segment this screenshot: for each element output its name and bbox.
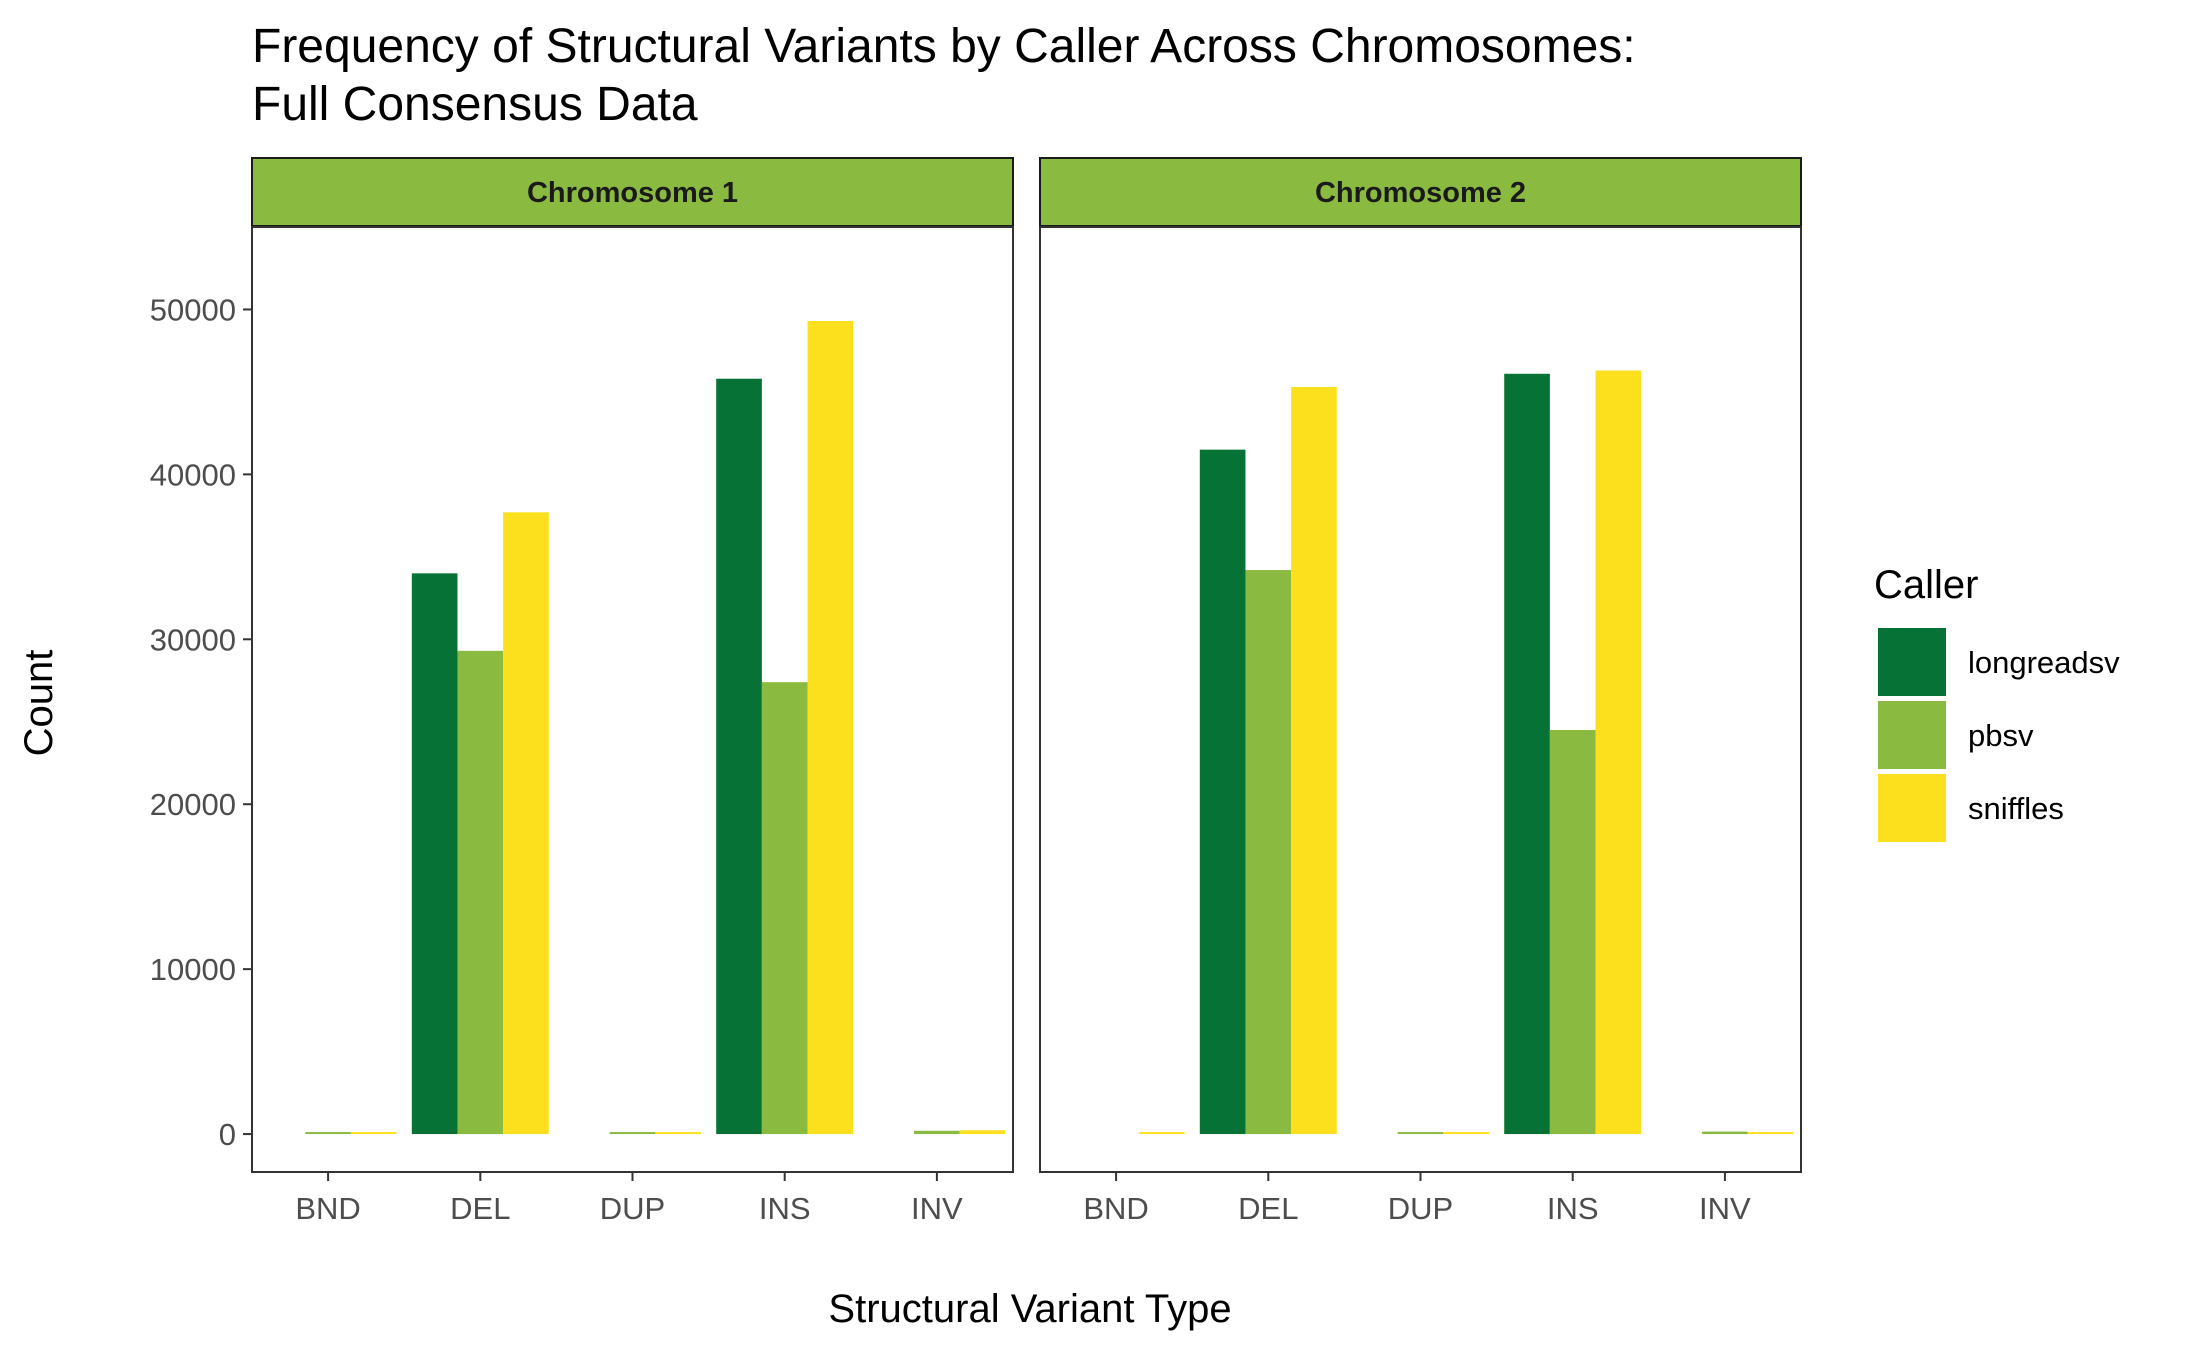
bar [1549, 730, 1596, 1135]
bar [761, 682, 808, 1135]
x-tick-label: INV [1699, 1191, 1751, 1226]
bar [457, 650, 504, 1135]
y-axis-title: Count [17, 650, 61, 757]
bar [655, 1132, 701, 1135]
legend-label: pbsv [1968, 718, 2034, 753]
x-tick-label: INS [1547, 1191, 1599, 1226]
bar [305, 1132, 351, 1135]
legend-key [1878, 701, 1946, 769]
bar [350, 1132, 397, 1135]
chart-title-line-1: Frequency of Structural Variants by Call… [252, 20, 1636, 73]
bar [1245, 570, 1292, 1135]
y-tick-label: 30000 [150, 622, 236, 657]
y-tick-label: 10000 [150, 952, 236, 987]
panel-background [1040, 227, 1801, 1172]
x-tick-label: INS [759, 1191, 811, 1226]
facet-strip-label: Chromosome 1 [527, 177, 738, 209]
bar [1397, 1132, 1444, 1135]
bar [1138, 1132, 1185, 1135]
legend-title: Caller [1874, 563, 1978, 607]
bar [411, 573, 458, 1135]
bar [807, 321, 854, 1135]
x-tick-label: DEL [1238, 1191, 1298, 1226]
y-tick-label: 20000 [150, 787, 236, 822]
legend-label: longreadsv [1968, 645, 2120, 680]
x-tick-label: BND [295, 1191, 360, 1226]
facet-panels: Chromosome 1 BND DEL DUP INS INV Chromosome 2 B… [251, 157, 1802, 1226]
facet-strip-label: Chromosome 2 [1315, 177, 1526, 209]
x-axis-title: Structural Variant Type [828, 1287, 1231, 1331]
facet-strip [251, 157, 1014, 227]
bar [1595, 370, 1642, 1135]
facet-panel: Chromosome 2 BND DEL DUP INS INV [1039, 157, 1802, 1226]
bar [609, 1132, 656, 1135]
bar [1702, 1131, 1748, 1135]
x-tick-label: DUP [1388, 1191, 1453, 1226]
legend-key [1878, 628, 1946, 696]
bar [1291, 386, 1337, 1135]
bar [503, 512, 549, 1135]
x-tick-label: INV [911, 1191, 963, 1226]
bar [1747, 1132, 1794, 1135]
legend-label: sniffles [1968, 791, 2064, 826]
bar [914, 1130, 960, 1135]
bar [1504, 373, 1550, 1135]
y-tick-label: 40000 [150, 457, 236, 492]
y-tick-label: 50000 [150, 292, 236, 327]
x-tick-label: DEL [450, 1191, 510, 1226]
panel-background [252, 227, 1013, 1172]
chart-title-line-2: Full Consensus Data [252, 78, 698, 131]
bar [1199, 449, 1246, 1135]
facet-panel: Chromosome 1 BND DEL DUP INS INV [251, 157, 1014, 1226]
x-tick-label: DUP [600, 1191, 665, 1226]
legend: Caller longreadsv pbsv sniffles [1874, 563, 2120, 842]
chart-title: Frequency of Structural Variants by Call… [252, 20, 1636, 131]
legend-key [1878, 774, 1946, 842]
bar [1443, 1132, 1489, 1135]
bar [716, 378, 762, 1135]
y-tick-label: 0 [219, 1117, 236, 1152]
y-axis: 0 10000 20000 30000 40000 50000 [150, 292, 252, 1152]
bar [959, 1130, 1006, 1135]
facet-strip [1039, 157, 1802, 227]
x-tick-label: BND [1083, 1191, 1148, 1226]
